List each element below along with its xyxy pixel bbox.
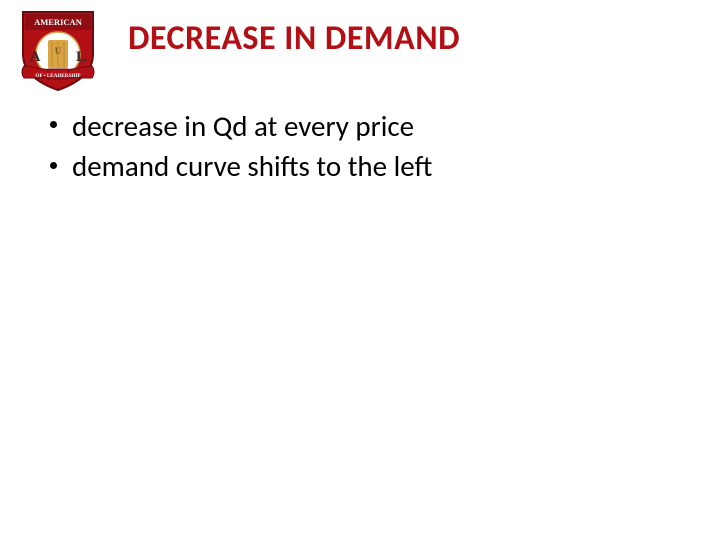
logo-top-text: AMERICAN	[34, 17, 83, 27]
shield-logo-icon: AMERICAN A L OF • LEADERSHIP U	[18, 6, 98, 92]
bullet-list: decrease in Qd at every price demand cur…	[44, 108, 680, 189]
logo-letter-u: U	[55, 46, 62, 56]
logo-bottom-text: OF • LEADERSHIP	[35, 73, 81, 79]
logo-letter-a: A	[30, 49, 41, 65]
list-item: demand curve shifts to the left	[44, 148, 680, 184]
logo-letter-l: L	[76, 49, 86, 65]
bullet-text: demand curve shifts to the left	[72, 148, 432, 184]
bullet-dot-icon	[50, 162, 57, 169]
bullet-text: decrease in Qd at every price	[72, 108, 414, 144]
slide-title: DECREASE IN DEMAND	[128, 18, 460, 59]
list-item: decrease in Qd at every price	[44, 108, 680, 144]
university-logo: AMERICAN A L OF • LEADERSHIP U	[18, 6, 98, 92]
bullet-dot-icon	[50, 121, 57, 128]
slide: AMERICAN A L OF • LEADERSHIP U DECREASE …	[0, 0, 720, 540]
